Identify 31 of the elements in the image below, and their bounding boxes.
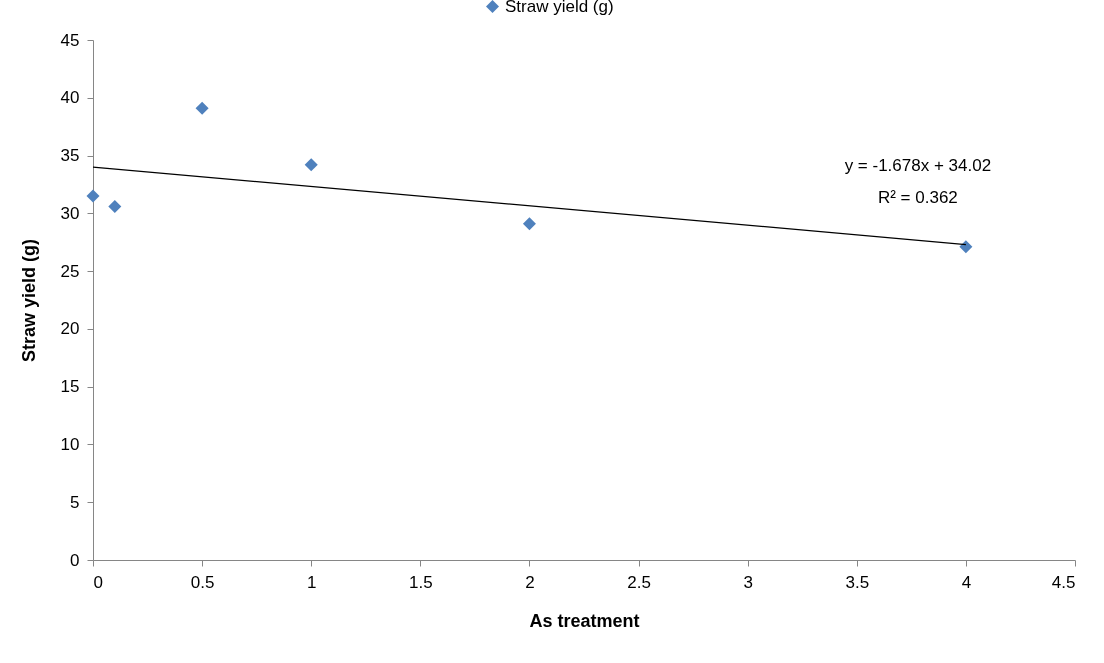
y-axis-title: Straw yield (g) [18,238,39,363]
y-tick-label: 45 [60,30,80,50]
y-tick-label: 30 [60,203,80,223]
point [522,217,536,231]
point [86,189,100,203]
y-tick-label: 15 [60,377,80,397]
x-tick-label: 1.5 [409,572,433,592]
x-tick-label: 3.5 [845,572,870,592]
annotation: y = -1.678x + 34.02 [844,156,992,175]
y-tick-label: 25 [60,261,80,281]
x-tick-label: 0 [93,572,103,592]
point [108,199,122,213]
x-tick-label: 2.5 [627,572,651,592]
x-axis-title: As treatment [529,610,640,631]
x-tick-label: 1 [306,572,317,592]
point [959,240,973,254]
x-tick-label: 0.5 [190,572,215,592]
y-tick-label: 20 [60,319,80,339]
point [304,158,318,172]
y-tick-label: 40 [60,88,80,108]
annotation: R² = 0.362 [877,188,958,207]
point [195,101,209,115]
legend-label: Straw yield (g) [505,0,614,16]
x-tick-label: 2 [525,572,535,592]
x-tick-label: 4.5 [1051,572,1076,592]
y-tick-label: 10 [60,434,80,454]
x-tick-label: 4 [961,572,972,592]
y-tick-label: 5 [70,492,80,512]
y-tick-label: 35 [60,146,80,166]
y-tick-label: 0 [70,550,80,570]
x-tick-label: 3 [743,572,753,592]
